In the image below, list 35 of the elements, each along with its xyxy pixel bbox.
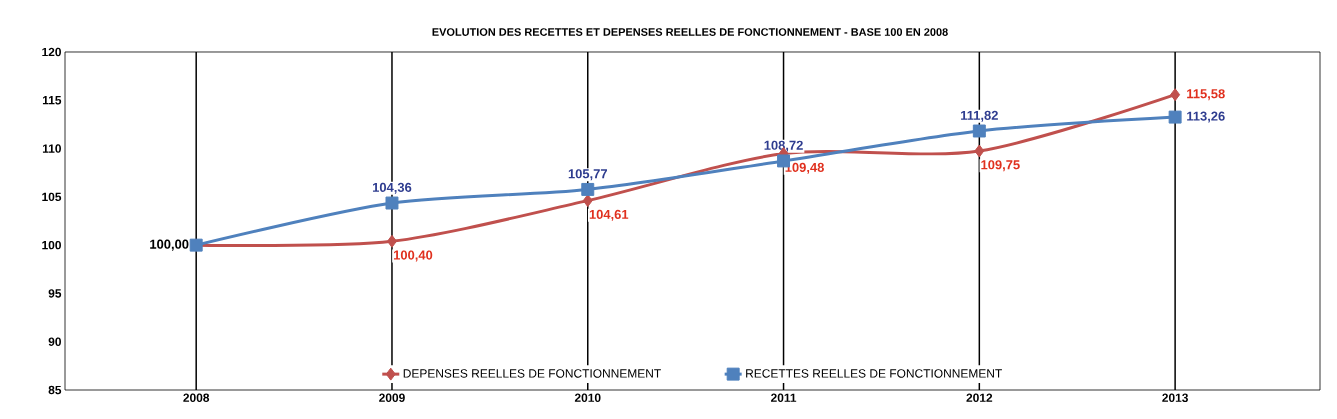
data-label: 113,26	[1187, 111, 1225, 123]
chart-title: EVOLUTION DES RECETTES ET DEPENSES REELLES DE FONCTIONNEMENT - BASE 100 EN 2008	[432, 28, 948, 36]
point	[581, 182, 595, 196]
data-label: 104,61	[589, 209, 629, 221]
data-label: 104,36	[372, 182, 412, 194]
data-label: 115,58	[1187, 89, 1225, 101]
data-label: 105,77	[568, 169, 607, 181]
data-label: 100,00	[150, 239, 189, 251]
point	[582, 194, 593, 208]
point	[972, 124, 986, 138]
y-tick-label: 105	[42, 192, 62, 202]
y-tick-label: 115	[42, 96, 62, 105]
x-tick-label: 2009	[379, 393, 405, 402]
y-tick-label: 100	[42, 240, 61, 250]
legend-label: DEPENSES REELLES DE FONCTIONNEMENT	[403, 369, 661, 378]
data-label: 109,75	[981, 160, 1020, 172]
x-tick-label: 2008	[183, 393, 210, 402]
y-tick-label: 110	[42, 144, 61, 153]
point	[385, 196, 399, 210]
point	[1168, 110, 1182, 124]
x-tick-label: 2011	[771, 393, 797, 402]
y-tick-label: 85	[48, 385, 62, 395]
data-label: 100,40	[393, 250, 433, 262]
x-tick-label: 2013	[1162, 393, 1188, 403]
y-tick-label: 95	[48, 289, 62, 298]
x-tick-label: 2010	[574, 393, 601, 402]
y-tick-label: 120	[42, 47, 61, 57]
x-tick-label: 2012	[966, 393, 993, 402]
point	[974, 144, 985, 158]
data-label: 108,72	[764, 140, 803, 152]
y-tick-label: 90	[48, 337, 61, 346]
point	[386, 234, 397, 248]
point	[1170, 88, 1181, 102]
data-label: 111,82	[961, 110, 998, 122]
legend-label: RECETTES REELLES DE FONCTIONNEMENT	[746, 369, 1002, 378]
